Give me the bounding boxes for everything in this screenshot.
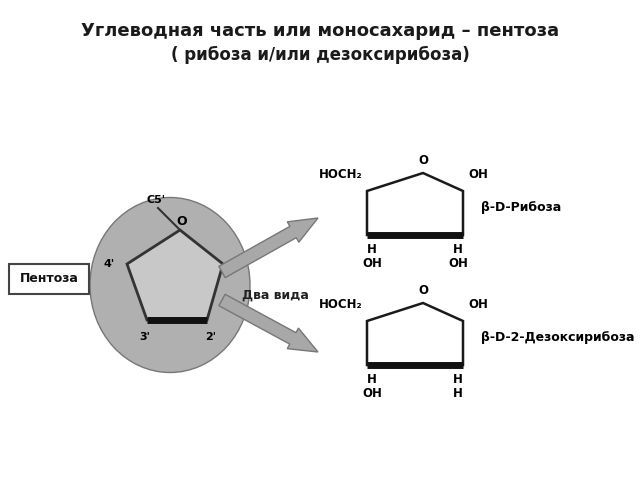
Polygon shape xyxy=(367,303,463,365)
FancyBboxPatch shape xyxy=(9,264,89,294)
Text: H: H xyxy=(453,243,463,256)
Text: H: H xyxy=(426,199,436,212)
Text: OH: OH xyxy=(448,257,468,270)
Text: 3': 3' xyxy=(140,332,150,342)
Text: 1': 1' xyxy=(236,259,247,269)
Text: OH: OH xyxy=(362,257,382,270)
Text: β-D-2-Дезоксирибоза: β-D-2-Дезоксирибоза xyxy=(481,332,634,345)
Text: OH: OH xyxy=(362,387,382,400)
Text: H: H xyxy=(394,328,404,341)
FancyArrow shape xyxy=(219,218,318,277)
Text: HOCH₂: HOCH₂ xyxy=(318,168,362,181)
Text: O: O xyxy=(418,284,428,297)
Text: Два вида: Два вида xyxy=(241,288,308,301)
Text: C5': C5' xyxy=(147,195,166,205)
Text: 2': 2' xyxy=(205,332,216,342)
Text: O: O xyxy=(177,215,188,228)
Text: OH: OH xyxy=(468,298,488,311)
Text: H: H xyxy=(453,387,463,400)
Text: H: H xyxy=(426,328,436,341)
Text: O: O xyxy=(418,154,428,167)
Text: Углеводная часть или моносахарид – пентоза: Углеводная часть или моносахарид – пенто… xyxy=(81,22,559,40)
Text: H: H xyxy=(394,199,404,212)
FancyArrow shape xyxy=(219,294,318,352)
Text: H: H xyxy=(367,243,377,256)
Text: 4': 4' xyxy=(104,259,115,269)
Text: ( рибоза и/или дезоксирибоза): ( рибоза и/или дезоксирибоза) xyxy=(171,46,469,64)
Polygon shape xyxy=(367,173,463,235)
Text: OH: OH xyxy=(468,168,488,181)
Text: H: H xyxy=(453,373,463,386)
Text: HOCH₂: HOCH₂ xyxy=(318,298,362,311)
Ellipse shape xyxy=(90,197,250,372)
Text: β-D-Рибоза: β-D-Рибоза xyxy=(481,202,561,215)
Text: H: H xyxy=(367,373,377,386)
Polygon shape xyxy=(127,230,223,320)
Text: Пентоза: Пентоза xyxy=(20,273,79,286)
